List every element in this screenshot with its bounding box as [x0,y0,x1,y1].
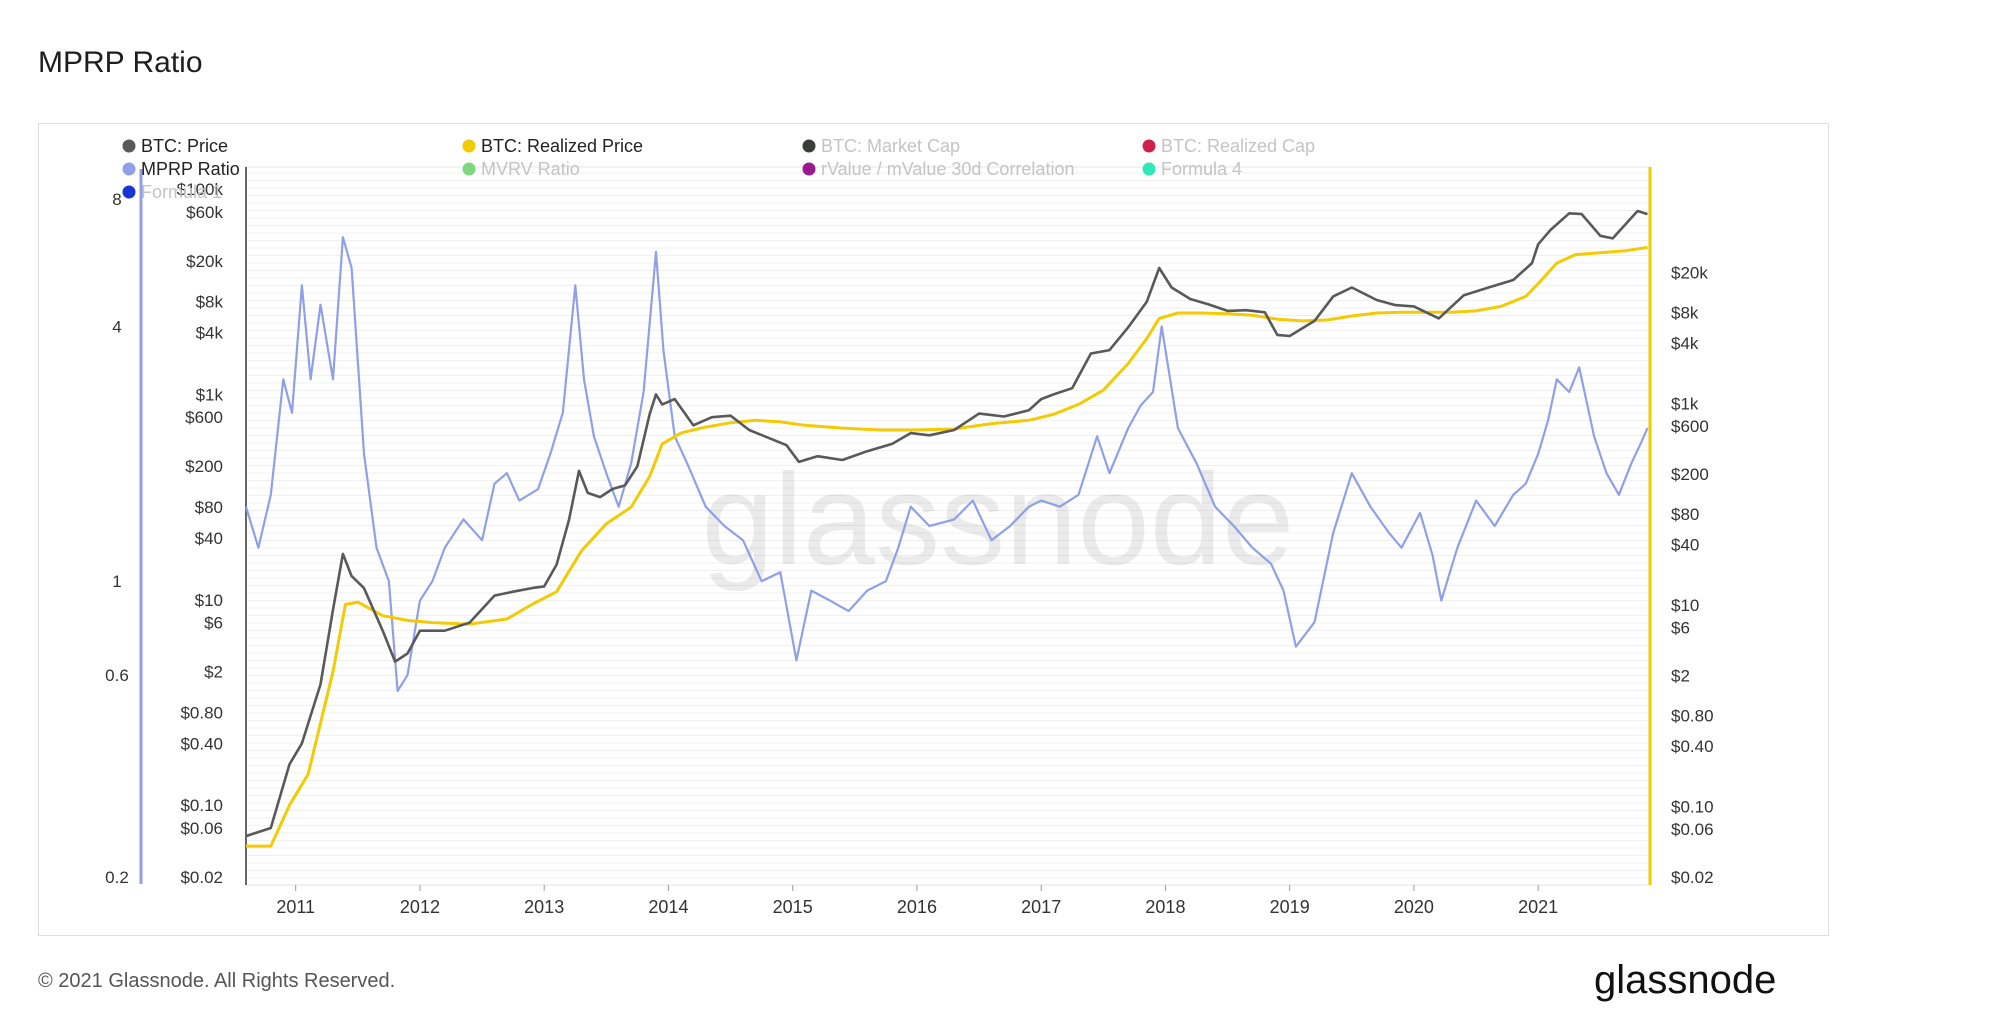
right-price-tick-label: $6 [1671,618,1690,637]
legend-label: Formula 4 [1161,159,1242,179]
legend-label: MPRP Ratio [141,159,240,179]
x-tick-label: 2012 [400,897,440,917]
legend-item-price[interactable]: BTC: Price [122,136,229,156]
x-tick-label: 2019 [1270,897,1310,917]
price-tick-label: $0.02 [180,868,223,887]
right-price-tick-label: $8k [1671,304,1699,323]
price-tick-label: $0.10 [180,796,223,815]
ratio-tick-label: 0.2 [105,868,129,887]
legend-dot [1142,162,1156,176]
ratio-tick-label: 0.6 [105,666,129,685]
legend-label: MVRV Ratio [481,159,580,179]
right-price-tick-label: $10 [1671,596,1699,615]
chart-svg[interactable]: glassnode 2011 2012 2013 2014 2015 2016 2017 201… [39,124,1830,937]
price-tick-label: $0.06 [180,819,223,838]
x-tick-label: 2013 [524,897,564,917]
glassnode-logo-text: glassnode [1594,958,1776,1002]
price-tick-label: $1k [196,385,224,404]
ratio-tick-label: 4 [112,317,121,336]
price-tick-label: $200 [185,457,223,476]
legend-item-mvrv[interactable]: MVRV Ratio [462,159,580,179]
x-tick-label: 2011 [276,897,315,917]
price-tick-label: $0.80 [180,703,223,722]
legend-dot [462,162,476,176]
legend-item-correlation[interactable]: rValue / mValue 30d Correlation [802,159,1075,179]
ratio-tick-label: 8 [112,190,121,209]
legend-dot [122,162,136,176]
price-tick-label: $2 [204,663,223,682]
right-price-tick-label: $40 [1671,536,1699,555]
price-tick-label: $40 [195,529,223,548]
price-tick-label: $60k [186,203,223,222]
x-tick-label: 2018 [1145,897,1185,917]
right-price-tick-label: $80 [1671,505,1699,524]
price-tick-label: $100k [177,180,224,199]
ratio-tick-label: 1 [112,572,121,591]
glassnode-logo[interactable]: glassnode [1594,955,1794,1005]
realized-price-line [246,245,1648,848]
legend-item-mprp[interactable]: MPRP Ratio [122,159,240,179]
x-tick-label: 2014 [648,897,688,917]
legend-dot [462,139,476,153]
right-price-tick-label: $2 [1671,667,1690,686]
legend-dot [122,185,136,199]
legend-label: BTC: Realized Price [481,136,643,156]
right-price-tick-label: $200 [1671,465,1709,484]
btc-price-line [245,209,1648,838]
page-title: MPRP Ratio [38,46,203,79]
x-tick-label: 2015 [773,897,813,917]
chart-container[interactable]: glassnode 2011 2012 2013 2014 2015 2016 2017 201… [38,123,1829,936]
right-price-tick-label: $20k [1671,264,1708,283]
x-tick-label: 2021 [1518,897,1558,917]
legend-item-formula[interactable]: Formula 1 [122,182,223,202]
right-price-tick-label: $0.02 [1671,868,1714,887]
legend-dot [802,139,816,153]
legend-label: rValue / mValue 30d Correlation [821,159,1074,179]
legend-item-realized[interactable]: BTC: Realized Price [462,136,644,156]
legend-item-realized_cap[interactable]: BTC: Realized Cap [1142,136,1316,156]
price-tick-label: $8k [196,293,224,312]
x-tick-label: 2017 [1021,897,1061,917]
price-tick-label: $10 [195,591,223,610]
price-tick-label: $4k [196,324,224,343]
legend-dot [122,139,136,153]
x-tick-label: 2016 [897,897,937,917]
copyright-text: © 2021 Glassnode. All Rights Reserved. [38,970,396,992]
price-tick-label: $6 [204,614,223,633]
right-price-tick-label: $4k [1671,334,1699,353]
legend-item-market_cap[interactable]: BTC: Market Cap [802,136,961,156]
legend-label: BTC: Realized Cap [1161,136,1315,156]
price-tick-label: $600 [185,408,223,427]
mprp-ratio-line [244,236,1649,693]
legend-label: BTC: Market Cap [821,136,960,156]
right-price-tick-label: $0.80 [1671,707,1714,726]
legend-label: Formula 1 [141,182,222,202]
right-price-tick-label: $0.06 [1671,820,1714,839]
legend-dot [802,162,816,176]
watermark: glassnode [702,446,1295,592]
right-price-tick-label: $1k [1671,395,1699,414]
legend-dot [1142,139,1156,153]
price-tick-label: $80 [195,498,223,517]
price-tick-label: $20k [186,252,223,271]
legend-label: BTC: Price [141,136,228,156]
right-price-tick-label: $0.10 [1671,798,1714,817]
legend-item-formula4[interactable]: Formula 4 [1142,159,1243,179]
price-tick-label: $0.40 [180,734,223,753]
right-price-tick-label: $600 [1671,417,1709,436]
right-price-tick-label: $0.40 [1671,737,1714,756]
x-tick-label: 2020 [1394,897,1434,917]
